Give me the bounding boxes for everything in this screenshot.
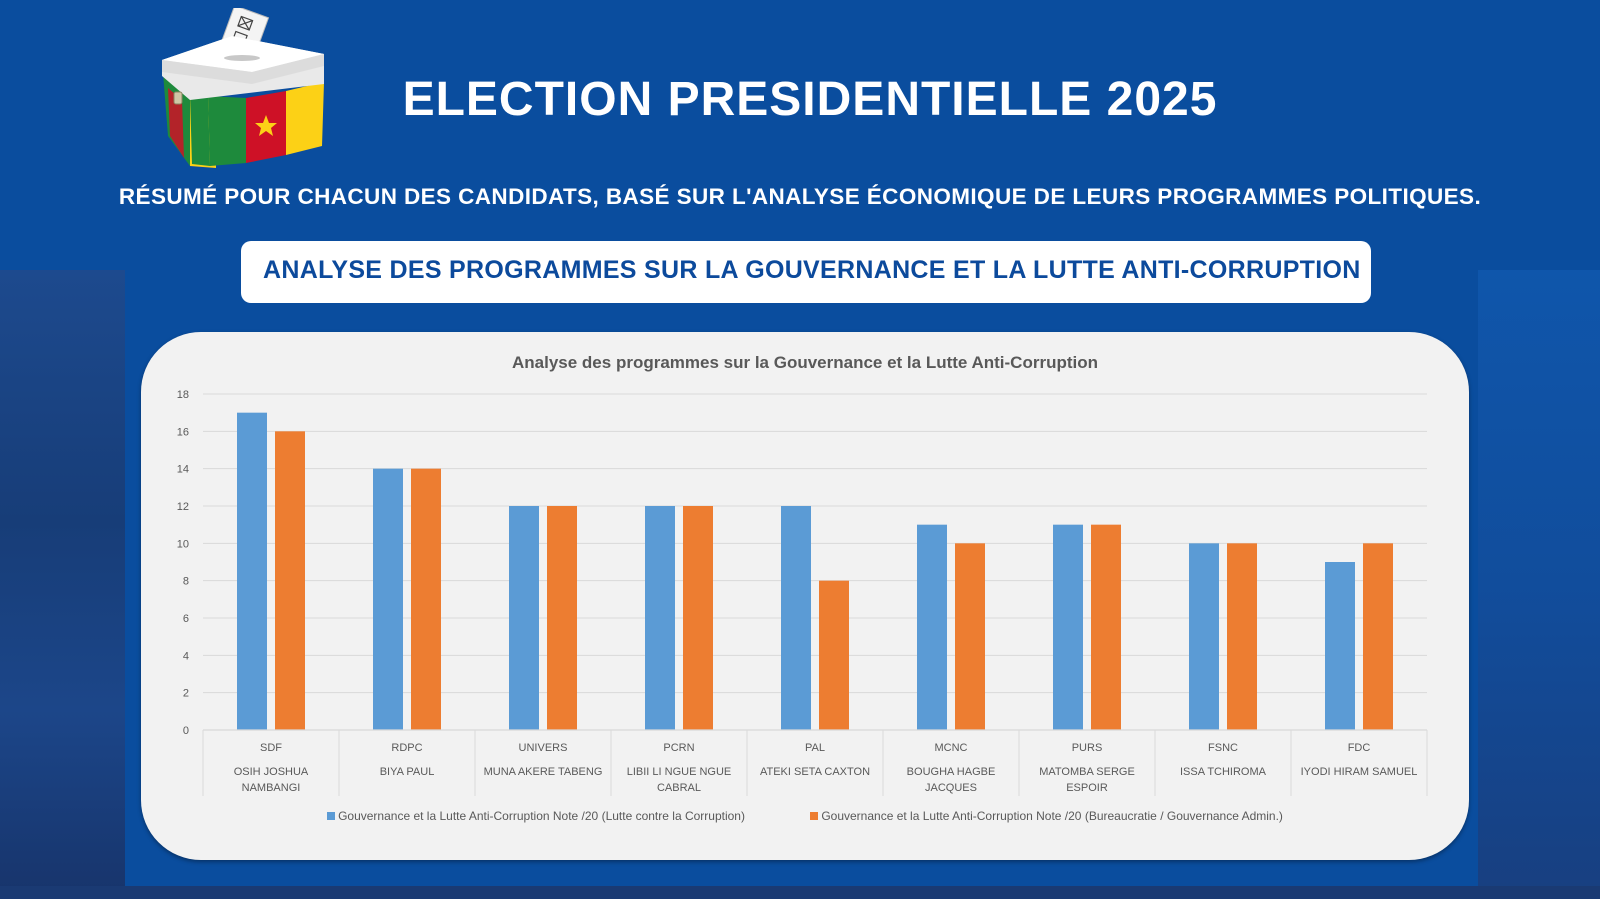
bar-pcrn-series-2 xyxy=(683,506,713,730)
x-tick-party-label: RDPC xyxy=(391,742,422,754)
bar-fsnc-series-1 xyxy=(1189,543,1219,730)
bar-sdf-series-2 xyxy=(275,431,305,730)
x-tick-party-label: FSNC xyxy=(1208,742,1238,754)
y-tick-label: 0 xyxy=(183,725,189,737)
bar-pcrn-series-1 xyxy=(645,506,675,730)
x-tick-party-label: PCRN xyxy=(663,742,694,754)
y-tick-label: 10 xyxy=(177,538,189,550)
y-tick-label: 6 xyxy=(183,613,189,625)
x-tick-party-label: PAL xyxy=(805,742,825,754)
y-tick-label: 4 xyxy=(183,650,189,662)
y-tick-label: 8 xyxy=(183,576,189,588)
x-tick-candidate-label: IYODI HIRAM SAMUEL xyxy=(1301,766,1418,778)
bar-pal-series-2 xyxy=(819,580,849,730)
x-tick-party-label: MCNC xyxy=(935,742,968,754)
ballot-box-icon xyxy=(162,4,332,168)
bottom-background-strip xyxy=(0,886,1600,899)
right-background-panel xyxy=(1478,270,1600,899)
x-tick-candidate-label: BOUGHA HAGBE xyxy=(907,766,996,778)
bar-purs-series-2 xyxy=(1091,524,1121,730)
page-subtitle: RÉSUMÉ POUR CHACUN DES CANDIDATS, BASÉ S… xyxy=(118,184,1482,209)
legend-item-bureaucratie: Gouvernance et la Lutte Anti-Corruption … xyxy=(810,809,1283,823)
bar-mcnc-series-1 xyxy=(917,524,947,730)
page-title: ELECTION PRESIDENTIELLE 2025 xyxy=(402,73,1218,126)
bar-sdf-series-1 xyxy=(237,412,267,730)
chart-card: Analyse des programmes sur la Gouvernanc… xyxy=(141,332,1469,860)
y-tick-label: 12 xyxy=(177,501,189,513)
x-tick-party-label: SDF xyxy=(260,742,282,754)
section-banner: ANALYSE DES PROGRAMMES SUR LA GOUVERNANC… xyxy=(241,241,1371,303)
bar-univers-series-1 xyxy=(509,506,539,730)
x-tick-candidate-label: ISSA TCHIROMA xyxy=(1180,766,1267,778)
bar-mcnc-series-2 xyxy=(955,543,985,730)
bar-pal-series-1 xyxy=(781,506,811,730)
x-tick-candidate-label: ATEKI SETA CAXTON xyxy=(760,766,870,778)
bar-fsnc-series-2 xyxy=(1227,543,1257,730)
x-tick-candidate-label: MUNA AKERE TABENG xyxy=(484,766,603,778)
x-tick-candidate-label: JACQUES xyxy=(925,782,977,794)
x-tick-party-label: UNIVERS xyxy=(519,742,568,754)
x-tick-candidate-label: NAMBANGI xyxy=(242,782,301,794)
y-tick-label: 16 xyxy=(177,426,189,438)
y-tick-label: 2 xyxy=(183,688,189,700)
y-tick-label: 18 xyxy=(177,389,189,401)
bar-fdc-series-2 xyxy=(1363,543,1393,730)
x-tick-candidate-label: ESPOIR xyxy=(1066,782,1108,794)
x-tick-candidate-label: LIBII LI NGUE NGUE xyxy=(627,766,732,778)
x-tick-candidate-label: OSIH JOSHUA xyxy=(234,766,309,778)
x-tick-candidate-label: MATOMBA SERGE xyxy=(1039,766,1135,778)
section-banner-text: ANALYSE DES PROGRAMMES SUR LA GOUVERNANC… xyxy=(263,256,1361,284)
left-background-panel xyxy=(0,270,125,899)
x-tick-party-label: FDC xyxy=(1348,742,1371,754)
legend-label: Gouvernance et la Lutte Anti-Corruption … xyxy=(338,809,745,823)
y-tick-label: 14 xyxy=(177,464,189,476)
bar-chart: 0 2 4 6 8 10 12 14 16 18 SDF OSIH JOSHUA NAMBANGI RDP… xyxy=(177,389,1428,796)
bar-fdc-series-1 xyxy=(1325,562,1355,730)
bar-purs-series-1 xyxy=(1053,524,1083,730)
legend-label: Gouvernance et la Lutte Anti-Corruption … xyxy=(821,809,1283,823)
legend-swatch-orange xyxy=(810,812,819,820)
bar-univers-series-2 xyxy=(547,506,577,730)
legend-swatch-blue xyxy=(327,812,336,820)
x-tick-candidate-label: BIYA PAUL xyxy=(380,766,435,778)
chart-legend: Gouvernance et la Lutte Anti-Corruption … xyxy=(141,809,1469,823)
bar-rdpc-series-1 xyxy=(373,468,403,730)
x-tick-candidate-label: CABRAL xyxy=(657,782,701,794)
x-tick-party-label: PURS xyxy=(1072,742,1103,754)
bar-rdpc-series-2 xyxy=(411,468,441,730)
legend-item-lutte-corruption: Gouvernance et la Lutte Anti-Corruption … xyxy=(327,809,745,823)
chart-title: Analyse des programmes sur la Gouvernanc… xyxy=(512,353,1098,372)
